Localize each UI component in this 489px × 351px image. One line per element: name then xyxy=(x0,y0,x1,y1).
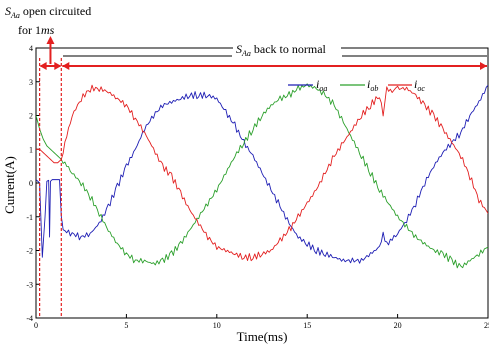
legend-label-ioa: ioa xyxy=(316,77,327,93)
x-tick-label: 10 xyxy=(213,321,221,330)
normal-arrow-head-right xyxy=(480,62,487,70)
fault-annotation-rest: open circuited xyxy=(20,4,91,18)
x-tick-label: 15 xyxy=(303,321,311,330)
normal-annotation-rest: back to normal xyxy=(251,42,327,56)
y-tick-label: 1 xyxy=(29,145,33,154)
fault-annotation-main: S xyxy=(5,4,11,18)
series-line-iob xyxy=(36,83,488,269)
legend-ioc-sub: oc xyxy=(417,84,425,93)
x-axis-label: Time(ms) xyxy=(237,329,288,344)
y-tick-label: 0 xyxy=(29,179,33,188)
fault-duration-unit: ms xyxy=(41,23,55,37)
y-tick-label: -3 xyxy=(26,280,33,289)
normal-arrow-head-left xyxy=(62,62,70,70)
fault-duration-prefix: for 1 xyxy=(18,23,41,37)
normal-annotation-background xyxy=(233,40,341,58)
fault-arrow-head-right xyxy=(54,62,62,70)
legend-label-ioc: ioc xyxy=(414,77,425,93)
legend-iob-base: i xyxy=(367,77,370,91)
y-tick-label: 4 xyxy=(29,44,33,53)
legend: ioa iob ioc xyxy=(288,77,425,93)
legend-ioc-base: i xyxy=(414,77,417,91)
x-tick-label: 20 xyxy=(394,321,402,330)
y-tick-label: 3 xyxy=(29,78,33,87)
fault-duration-annotation: for 1ms xyxy=(18,23,55,37)
legend-ioa-base: i xyxy=(316,77,319,91)
legend-label-iob: iob xyxy=(367,77,378,93)
legend-iob-sub: ob xyxy=(370,84,378,93)
x-tick-label: 0 xyxy=(34,321,38,330)
x-tick-label: 5 xyxy=(124,321,128,330)
x-axis-label-text: Time(ms) xyxy=(237,329,288,344)
series-line-ioc xyxy=(36,84,488,262)
normal-annotation: SAa back to normal xyxy=(236,42,327,58)
y-tick-label: 2 xyxy=(29,112,33,121)
fault-annotation-sub: Aa xyxy=(10,11,20,20)
legend-ioa-sub: oa xyxy=(319,84,327,93)
fault-markers xyxy=(39,36,487,318)
axis-ticks: 0 5 10 15 20 25 -4 -3 -2 -1 0 1 2 3 4 xyxy=(26,44,489,330)
normal-annotation-sub: Aa xyxy=(241,49,251,58)
x-tick-label: 25 xyxy=(484,321,489,330)
fault-arrow-head-left xyxy=(39,62,47,70)
y-tick-label: -2 xyxy=(26,247,33,256)
series-group xyxy=(36,83,488,269)
callout-arrow-head xyxy=(46,36,55,44)
y-axis-label-text: Current(A) xyxy=(2,156,17,214)
fault-annotation: SAa open circuited xyxy=(5,4,91,20)
y-tick-label: -4 xyxy=(26,314,33,323)
y-axis-label: Current(A) xyxy=(2,156,17,214)
y-tick-label: -1 xyxy=(26,213,33,222)
series-line-ioa xyxy=(36,84,488,264)
normal-annotation-main: S xyxy=(236,42,242,56)
